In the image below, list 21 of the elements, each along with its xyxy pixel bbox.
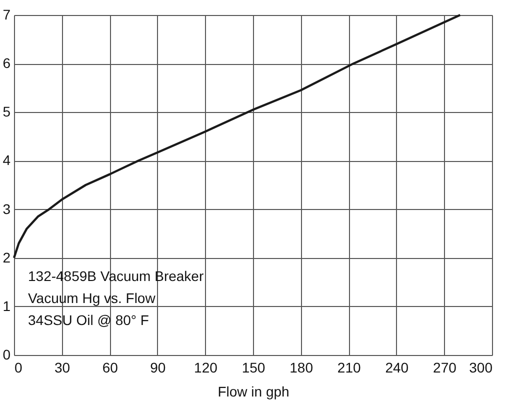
x-tick-label: 0 [14,360,22,376]
x-tick-label: 300 [469,360,493,376]
x-axis-title: Flow in gph [218,384,290,400]
x-tick-label: 240 [385,360,409,376]
x-tick-label: 210 [337,360,361,376]
y-tick-label: 0 [2,346,11,362]
y-tick-label: 6 [2,55,11,72]
y-tick-label: 2 [2,249,11,266]
line-series [12,14,462,259]
y-tick-label: 4 [2,152,11,168]
x-tick-label: 270 [433,360,457,376]
x-tick-label: 90 [150,360,166,376]
x-tick-label: 30 [54,360,70,376]
y-tick-label: 3 [2,200,11,217]
x-tick-label: 180 [290,360,314,376]
x-tick-label: 60 [102,360,118,376]
y-tick-label: 1 [2,298,11,314]
y-tick-label: 5 [2,104,11,120]
x-tick-label: 120 [194,360,218,376]
x-tick-label: 150 [242,360,266,376]
y-tick-label: 7 [2,6,11,22]
